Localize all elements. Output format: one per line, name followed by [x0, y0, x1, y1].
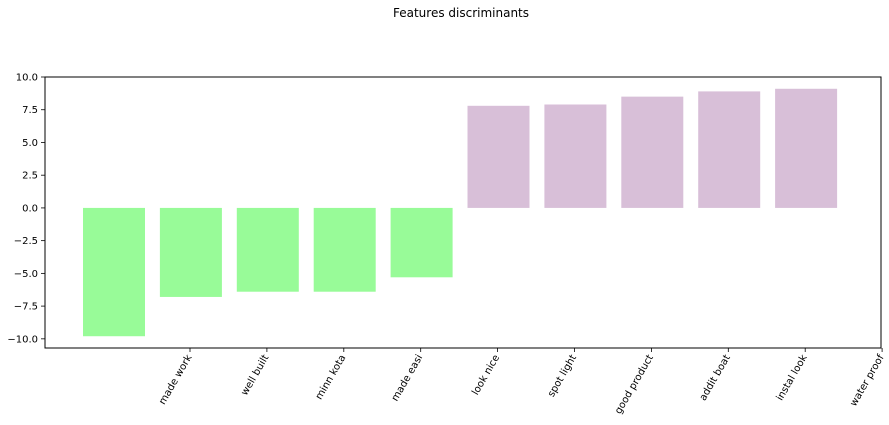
bar-made-work	[83, 207, 145, 337]
y-tick-label: −5.0	[14, 269, 38, 280]
y-tick-label: 0.0	[22, 203, 38, 214]
x-axis: made work well built minn kota made easi loo…	[157, 348, 887, 416]
bar-made-easi	[313, 207, 376, 292]
x-tick-label: look nice	[470, 353, 502, 397]
x-tick-label: minn kota	[314, 353, 349, 402]
bars-group	[83, 88, 838, 337]
bar-instal-look	[698, 91, 761, 208]
bar-well-built	[159, 207, 222, 297]
x-tick-label: addit boat	[698, 353, 733, 403]
y-tick-label: 5.0	[22, 138, 38, 149]
y-tick-label: 7.5	[22, 105, 38, 116]
x-tick-label: spot light	[546, 353, 579, 399]
y-tick-label: 2.5	[22, 171, 38, 182]
x-tick-label: water proof	[848, 353, 887, 409]
chart-title: Features discriminants	[393, 6, 529, 20]
bar-minn-kota	[236, 207, 299, 292]
x-tick-label: instal look	[775, 353, 810, 403]
x-tick-label: well built	[239, 353, 271, 398]
bar-good-product	[544, 104, 607, 208]
bar-water-proof	[775, 88, 838, 208]
bar-addit-boat	[621, 96, 684, 208]
bar-spot-light	[467, 105, 530, 208]
plot-frame	[44, 76, 882, 349]
y-axis: 10.0 7.5 5.0 2.5 0.0 −2.5 −5.0 −7.5 −10.0	[7, 73, 45, 345]
y-tick-label: −7.5	[14, 302, 38, 313]
x-tick-label: made easi	[390, 353, 425, 403]
x-tick-label: made work	[157, 353, 195, 407]
bar-look-nice	[390, 207, 453, 278]
y-tick-label: 10.0	[16, 73, 38, 84]
y-tick-label: −2.5	[14, 236, 38, 247]
x-tick-label: good product	[613, 353, 656, 416]
y-tick-label: −10.0	[7, 334, 38, 345]
